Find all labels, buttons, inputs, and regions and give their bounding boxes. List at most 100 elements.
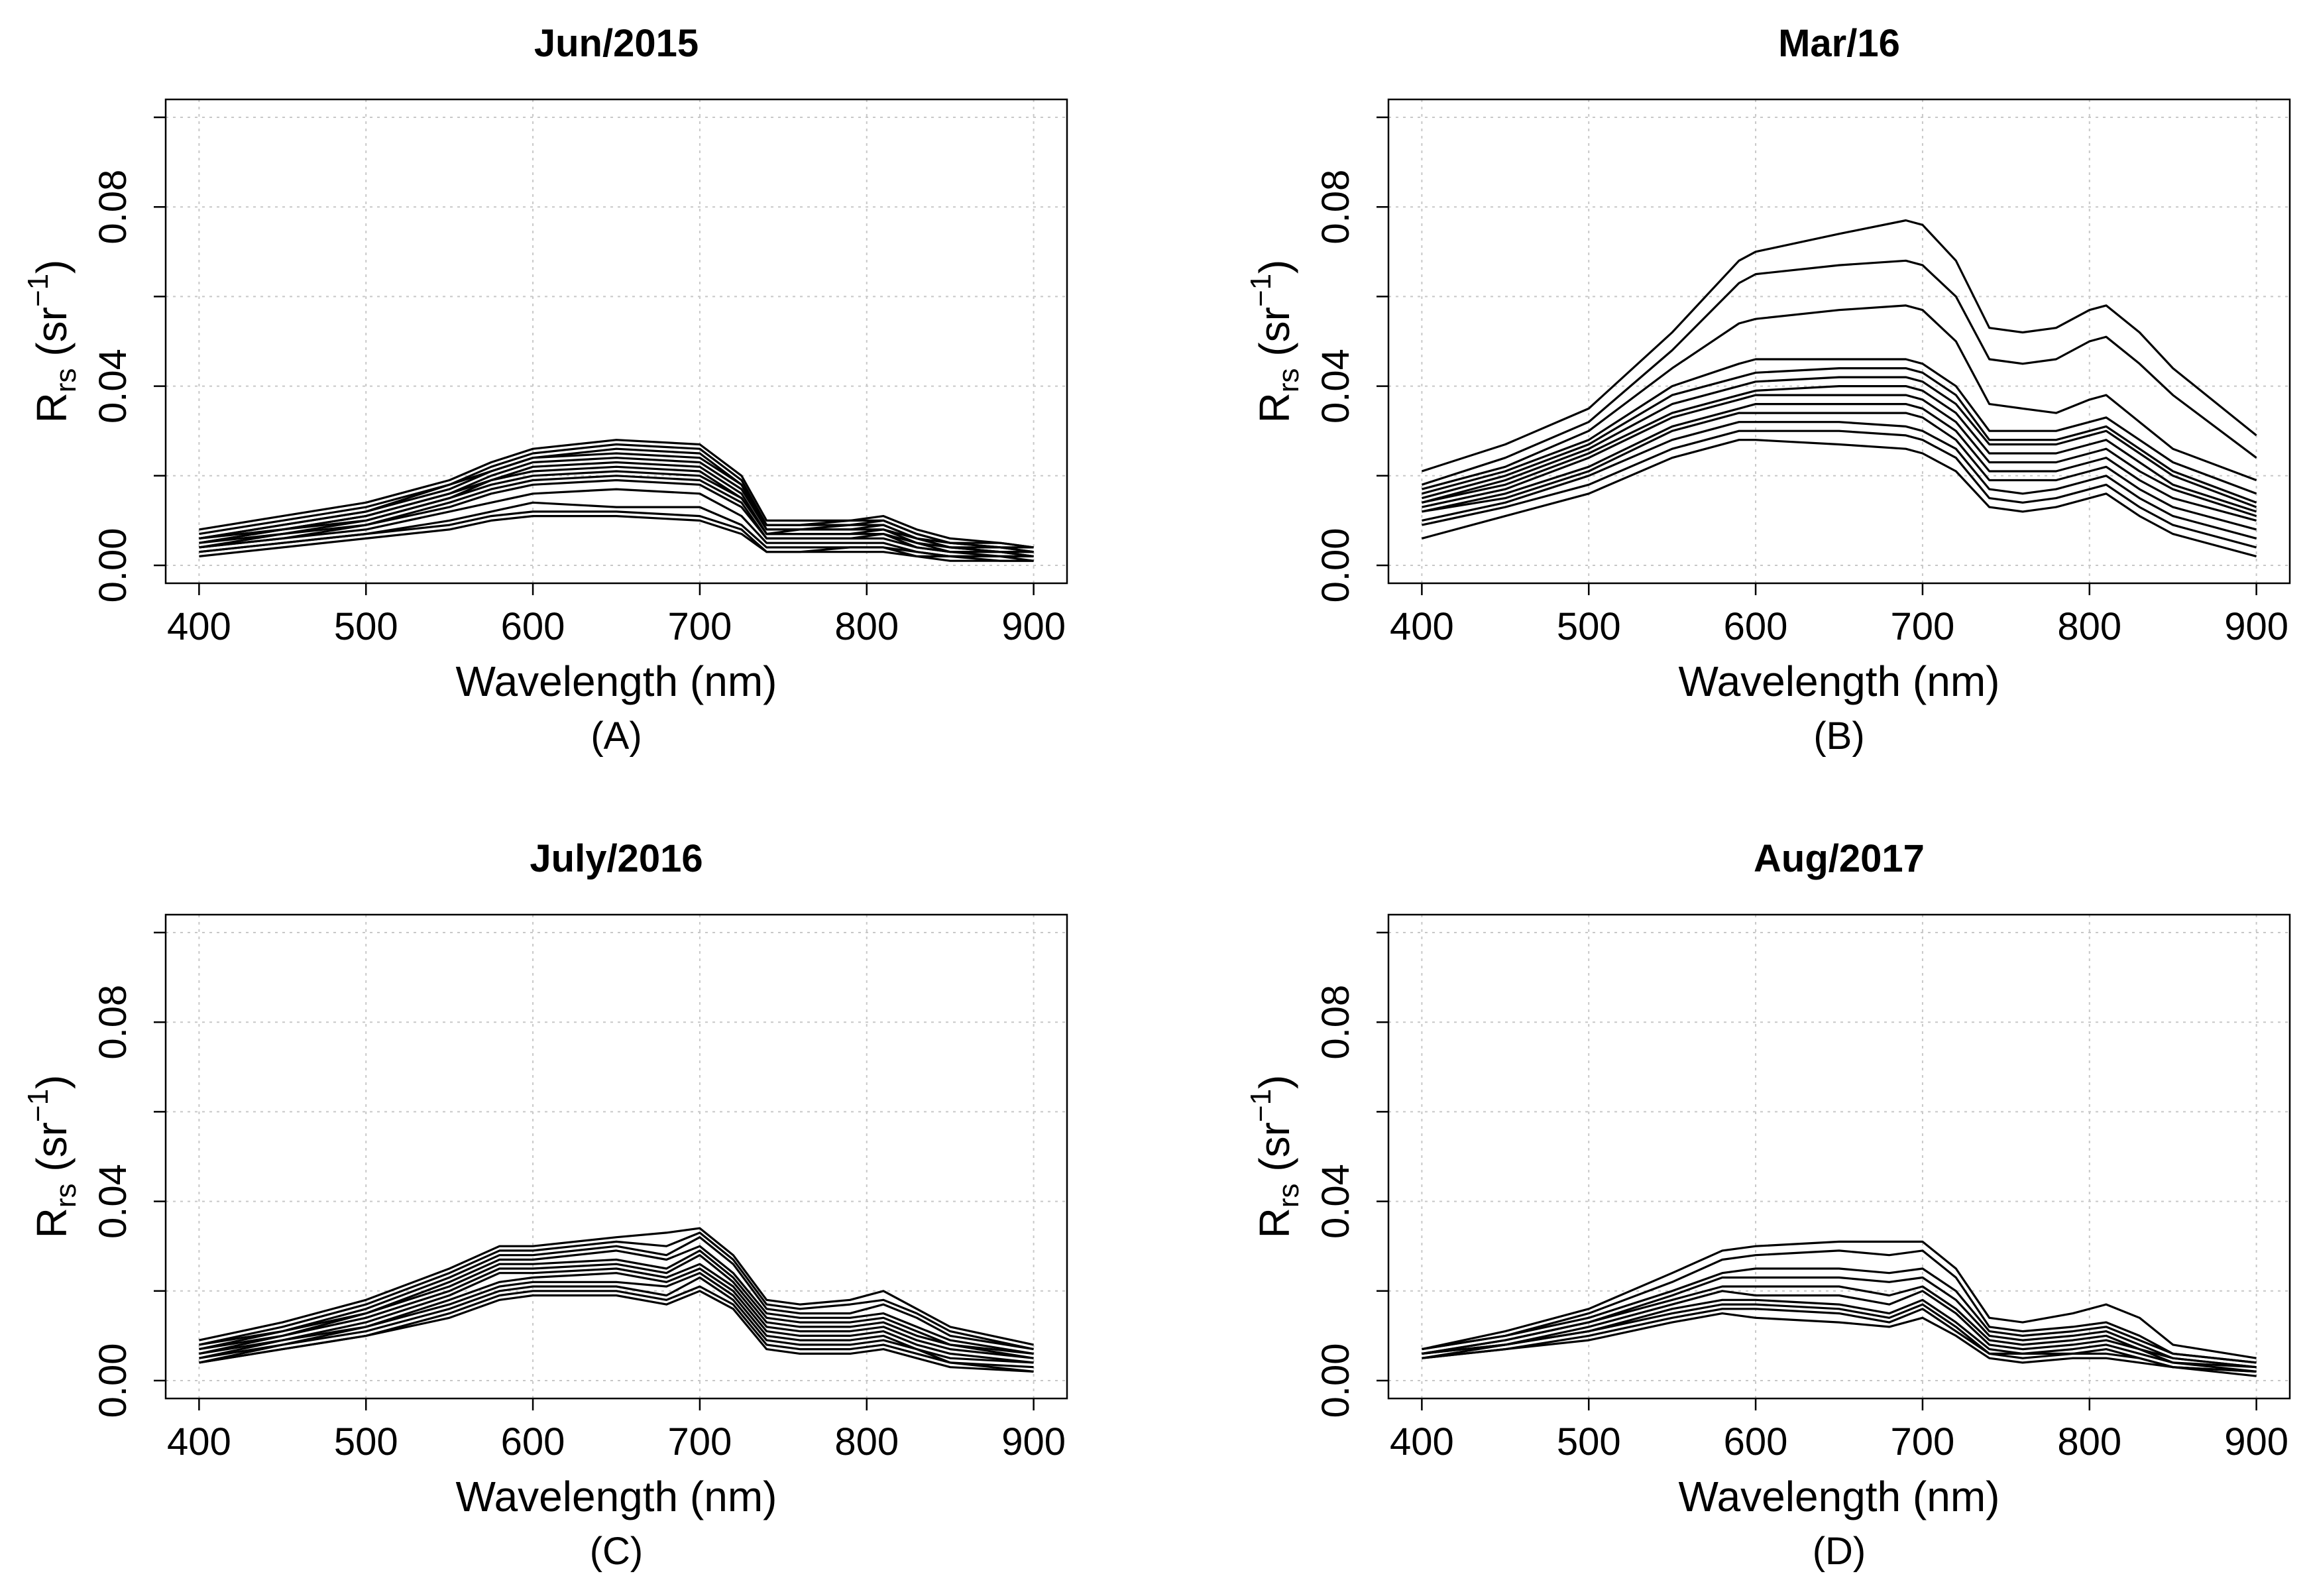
series-line-3	[1422, 1267, 2257, 1364]
y-axis-label-unit: (sr	[28, 1122, 76, 1183]
series-line-6	[1422, 1290, 2257, 1369]
series-line-1	[1421, 219, 2257, 473]
series-line-5	[1421, 367, 2257, 504]
series-line-8	[199, 470, 1034, 557]
x-tick-label: 500	[1557, 1420, 1621, 1463]
x-tick-label: 700	[668, 1420, 732, 1463]
y-axis-label-sub: rs	[50, 1184, 82, 1208]
y-axis-label-close: )	[1251, 1075, 1298, 1089]
series-group	[199, 439, 1034, 562]
series-line-8	[1422, 1303, 2257, 1373]
y-tick-label: 0.04	[1314, 1164, 1357, 1239]
y-axis-label-exp: −1	[1245, 1089, 1277, 1122]
x-tick-label: 600	[501, 605, 565, 648]
series-line-8	[1422, 394, 2257, 518]
chart-panel-4: 400 500 600 700 800 900 0.00 0.04 0.08 Aug/2017 Wa…	[1245, 837, 2291, 1573]
y-tick-label: 0.04	[91, 349, 135, 424]
gridlines	[166, 99, 1067, 583]
series-line-1	[1422, 1240, 2257, 1359]
x-tick-label: 900	[2224, 1420, 2288, 1463]
chart-panel-3: 400 500 600 700 800 900 0.00 0.04 0.08 July/2016 W…	[22, 837, 1068, 1573]
series-line-2	[1422, 1249, 2257, 1364]
x-tick-label: 400	[167, 1420, 231, 1463]
series-line-8	[199, 1267, 1034, 1364]
series-line-9	[1422, 403, 2257, 522]
y-axis-label-exp: −1	[22, 274, 54, 307]
series-line-11	[1422, 421, 2257, 540]
x-tick-label: 800	[2057, 1420, 2121, 1463]
x-axis-label: Wavelength (nm)	[456, 1473, 777, 1520]
y-axis-label-unit: (sr	[1251, 307, 1298, 368]
plot-frame	[164, 913, 1068, 1400]
series-line-2	[199, 1231, 1034, 1351]
x-tick-label: 600	[1724, 1420, 1788, 1463]
gridlines	[166, 915, 1067, 1398]
y-axis-label-exp: −1	[22, 1089, 54, 1122]
series-line-10	[1422, 412, 2257, 531]
y-axis-label-main: R	[1251, 392, 1298, 423]
series-line-1	[199, 439, 1034, 549]
series-line-11	[199, 1285, 1034, 1373]
y-axis-label-unit: (sr	[1251, 1122, 1298, 1183]
series-line-4	[1422, 1276, 2257, 1369]
x-tick-label: 700	[668, 605, 732, 648]
x-tick-label: 700	[1891, 1420, 1955, 1463]
series-line-6	[1421, 376, 2257, 508]
y-axis-label-sub: rs	[1272, 1184, 1305, 1208]
x-axis-label: Wavelength (nm)	[456, 657, 777, 705]
series-line-10	[1422, 1312, 2257, 1377]
y-tick-label: 0.08	[1314, 170, 1357, 245]
series-line-12	[199, 501, 1034, 562]
y-axis-label-exp: −1	[1245, 274, 1277, 307]
panel-label: (C)	[590, 1530, 644, 1573]
series-line-13	[1421, 439, 2257, 557]
series-group	[199, 1227, 1034, 1373]
y-axis-label-close: )	[1251, 260, 1298, 274]
series-line-13	[199, 510, 1034, 562]
panel-label: (D)	[1813, 1530, 1866, 1573]
series-line-5	[1422, 1285, 2257, 1369]
x-axis-label: Wavelength (nm)	[1679, 657, 2000, 705]
y-tick-label: 0.08	[1314, 985, 1357, 1060]
series-line-9	[199, 1272, 1034, 1364]
series-line-1	[199, 1227, 1034, 1346]
series-line-4	[1421, 358, 2257, 495]
y-tick-label: 0.00	[1314, 528, 1357, 603]
x-tick-label: 400	[1390, 1420, 1454, 1463]
series-line-2	[1421, 259, 2257, 486]
x-tick-label: 500	[334, 605, 398, 648]
y-axis-label: Rrs (sr−1)	[22, 260, 82, 424]
series-line-10	[199, 1276, 1034, 1369]
series-line-7	[1422, 1298, 2257, 1373]
series-line-3	[199, 1236, 1034, 1351]
series-line-4	[199, 452, 1034, 553]
chart-title: Aug/2017	[1754, 837, 1925, 880]
series-line-3	[1421, 304, 2257, 490]
chart-title: July/2016	[530, 837, 703, 880]
series-line-12	[1422, 429, 2257, 549]
panel-label: (B)	[1813, 714, 1864, 758]
y-tick-label: 0.08	[91, 170, 135, 245]
x-tick-label: 500	[1557, 605, 1621, 648]
y-axis-label-close: )	[28, 260, 76, 274]
y-axis-label-main: R	[28, 392, 76, 423]
series-line-9	[1422, 1308, 2257, 1373]
y-axis-label: Rrs (sr−1)	[1245, 260, 1305, 424]
y-axis-label-close: )	[28, 1075, 76, 1089]
x-tick-label: 400	[1390, 605, 1454, 648]
y-axis-label-sub: rs	[50, 369, 82, 393]
series-line-10	[199, 479, 1034, 557]
y-tick-label: 0.00	[91, 1343, 135, 1418]
chart-panel-1: 400 500 600 700 800 900 0.00 0.04 0.08 Jun/2015 Wa…	[22, 22, 1068, 758]
series-group	[1422, 1240, 2257, 1377]
x-tick-label: 800	[834, 605, 899, 648]
chart-title: Mar/16	[1778, 22, 1900, 65]
x-tick-label: 700	[1891, 605, 1955, 648]
series-line-14	[199, 515, 1034, 562]
y-tick-label: 0.04	[91, 1164, 135, 1239]
y-tick-label: 0.08	[91, 985, 135, 1060]
y-axis-label: Rrs (sr−1)	[1245, 1075, 1305, 1239]
x-tick-label: 800	[834, 1420, 899, 1463]
